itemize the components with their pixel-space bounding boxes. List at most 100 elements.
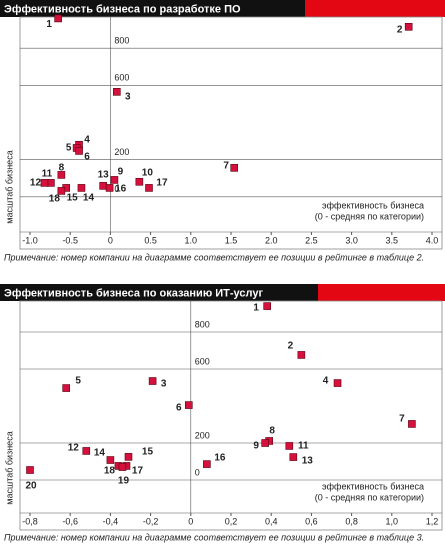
y-tick-label: 200	[195, 430, 210, 440]
point-label: 1	[46, 19, 52, 30]
chart-title: Эффективность бизнеса по разработке ПО	[4, 3, 241, 15]
x-tick-label: 3.5	[386, 235, 399, 245]
point-label: 12	[30, 178, 42, 189]
data-point	[54, 14, 62, 23]
y-axis-label: масштаб бизнеса	[4, 150, 14, 223]
data-point	[75, 147, 83, 155]
point-label: 18	[104, 466, 116, 477]
data-point	[47, 179, 55, 187]
data-point	[285, 442, 294, 450]
point-label: 15	[67, 193, 79, 204]
data-point	[148, 377, 157, 385]
point-label: 20	[25, 481, 37, 492]
point-label: 19	[118, 476, 130, 487]
data-point	[82, 447, 91, 455]
point-label: 16	[214, 453, 226, 464]
data-point	[203, 460, 211, 468]
header-title-bg	[0, 0, 305, 17]
point-label: 15	[142, 447, 154, 458]
x-tick-label: 0.5	[144, 235, 157, 245]
x-tick-label: -0.5	[62, 235, 78, 245]
data-point	[57, 187, 66, 195]
note: Примечание: номер компании на диаграмме …	[4, 252, 424, 262]
y-tick-label: 800	[195, 319, 210, 329]
point-label: 1	[253, 303, 259, 314]
x-tick-label: 2.0	[265, 235, 278, 245]
y-tick-label: 200	[114, 147, 129, 157]
x-axis-label: (0 - средняя по категории)	[315, 492, 424, 502]
x-tick-label: 0	[188, 516, 193, 526]
point-label: 3	[161, 379, 167, 390]
y-tick-label: 800	[114, 36, 129, 46]
data-point	[40, 179, 49, 187]
plot-frame	[19, 16, 443, 250]
point-label: 4	[323, 376, 329, 387]
point-label: 13	[98, 170, 110, 181]
y-tick-label: 600	[195, 356, 210, 366]
x-tick-label: -0,8	[22, 516, 38, 526]
x-tick-label: 2.5	[305, 235, 318, 245]
x-tick-label: -1.0	[22, 235, 38, 245]
data-point	[145, 184, 153, 192]
x-tick-label: 0,4	[265, 516, 278, 526]
x-tick-label: 4.0	[426, 235, 439, 245]
data-point	[113, 88, 121, 96]
data-point	[408, 420, 416, 428]
data-point	[230, 164, 239, 172]
point-label: 2	[397, 24, 403, 35]
data-point	[263, 302, 271, 310]
x-tick-label: 1,0	[386, 516, 399, 526]
point-label: 5	[66, 143, 72, 154]
x-tick-label: 0,6	[305, 516, 318, 526]
data-point	[26, 466, 34, 474]
point-label: 8	[59, 163, 65, 174]
point-label: 9	[118, 167, 124, 178]
header-title-bg	[0, 284, 318, 301]
data-point	[289, 453, 298, 461]
point-label: 8	[269, 426, 275, 437]
data-point	[333, 379, 342, 387]
point-label: 14	[83, 193, 95, 204]
x-tick-label: 3.0	[345, 235, 358, 245]
plot-frame	[19, 300, 443, 531]
x-axis-label: (0 - средняя по категории)	[315, 211, 424, 221]
y-axis-label: масштаб бизнеса	[4, 431, 14, 504]
x-tick-label: -0,6	[62, 516, 78, 526]
x-tick-label: 0,8	[345, 516, 358, 526]
data-point	[62, 384, 70, 392]
point-label: 10	[142, 167, 154, 178]
point-label: 3	[125, 91, 131, 102]
point-label: 6	[176, 403, 182, 414]
data-point	[57, 171, 66, 179]
data-point	[106, 456, 115, 464]
point-label: 9	[253, 441, 259, 452]
data-point	[110, 176, 119, 184]
x-axis-label: эффективность бизнеса	[322, 481, 424, 491]
y-tick-label: 600	[114, 73, 129, 83]
data-point	[77, 184, 86, 192]
data-point	[297, 351, 306, 359]
point-label: 17	[132, 466, 144, 477]
point-label: 18	[49, 194, 61, 205]
point-label: 2	[288, 341, 294, 352]
point-label: 14	[94, 448, 106, 459]
data-point	[135, 177, 144, 186]
data-point	[124, 453, 133, 461]
point-label: 6	[84, 152, 90, 163]
point-label: 7	[223, 160, 229, 171]
x-tick-label: 0	[108, 235, 113, 245]
point-label: 12	[68, 443, 80, 454]
point-label: 4	[84, 134, 90, 145]
point-label: 5	[75, 376, 81, 387]
data-point	[261, 439, 269, 447]
x-tick-label: 1,2	[426, 516, 439, 526]
data-point	[184, 401, 193, 409]
point-label: 11	[42, 169, 53, 180]
y-tick-label: 0	[195, 467, 200, 477]
x-axis-label: эффективность бизнеса	[322, 200, 424, 210]
point-label: 13	[302, 456, 314, 467]
point-label: 11	[298, 441, 309, 452]
x-tick-label: 0,2	[225, 516, 238, 526]
note: Примечание: номер компании на диаграмме …	[4, 532, 424, 542]
